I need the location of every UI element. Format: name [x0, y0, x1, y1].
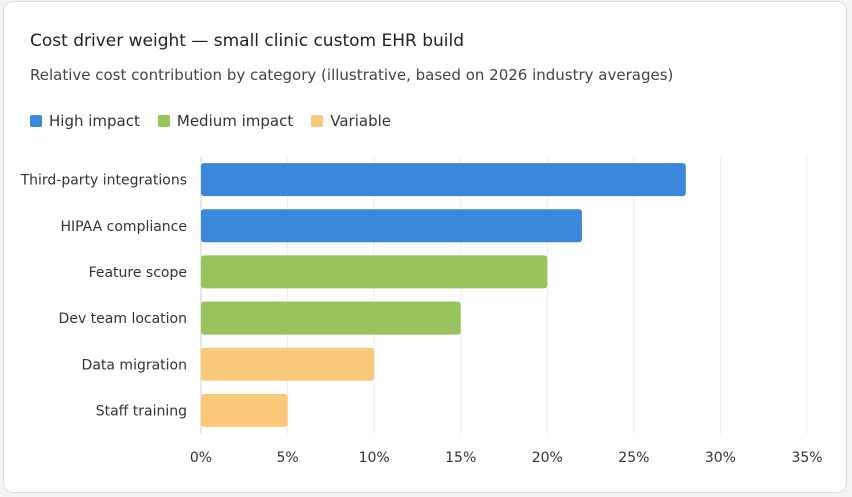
legend-item-medium[interactable]: Medium impact: [157, 112, 294, 130]
x-tick-label-35: 35%: [791, 450, 822, 466]
bar-5: [201, 393, 288, 427]
legend-item-variable[interactable]: Variable: [311, 112, 391, 130]
category-label-3: Dev team location: [59, 311, 187, 327]
x-tick-label-15: 15%: [445, 450, 476, 466]
chart-card: Cost driver weight — small clinic custom…: [3, 1, 847, 493]
bar-3: [201, 301, 461, 335]
bar-0: [201, 163, 686, 197]
chart-subtitle: Relative cost contribution by category (…: [30, 66, 674, 84]
x-tick-label-10: 10%: [359, 450, 390, 466]
chart-title: Cost driver weight — small clinic custom…: [30, 31, 465, 51]
bar-4: [201, 347, 375, 381]
bar-2: [201, 255, 548, 289]
legend-swatch-medium: [157, 115, 170, 127]
legend-item-high[interactable]: High impact: [30, 112, 140, 130]
legend-label-high: High impact: [49, 112, 140, 130]
x-tick-label-25: 25%: [618, 450, 649, 466]
category-label-1: HIPAA compliance: [60, 219, 187, 235]
x-tick-label-5: 5%: [276, 450, 298, 466]
category-label-4: Data migration: [82, 357, 187, 373]
legend-swatch-high: [30, 115, 42, 127]
legend-swatch-variable: [311, 115, 324, 127]
legend-label-variable: Variable: [330, 112, 391, 130]
x-tick-label-30: 30%: [705, 450, 736, 466]
bar-1: [201, 209, 582, 243]
category-label-2: Feature scope: [89, 265, 187, 281]
legend-label-medium: Medium impact: [176, 112, 294, 130]
chart-legend: High impact Medium impact Variable: [30, 112, 409, 130]
x-tick-label-0: 0%: [190, 450, 212, 466]
x-tick-label-20: 20%: [532, 450, 563, 466]
category-label-5: Staff training: [96, 403, 187, 419]
category-label-0: Third-party integrations: [20, 173, 187, 189]
